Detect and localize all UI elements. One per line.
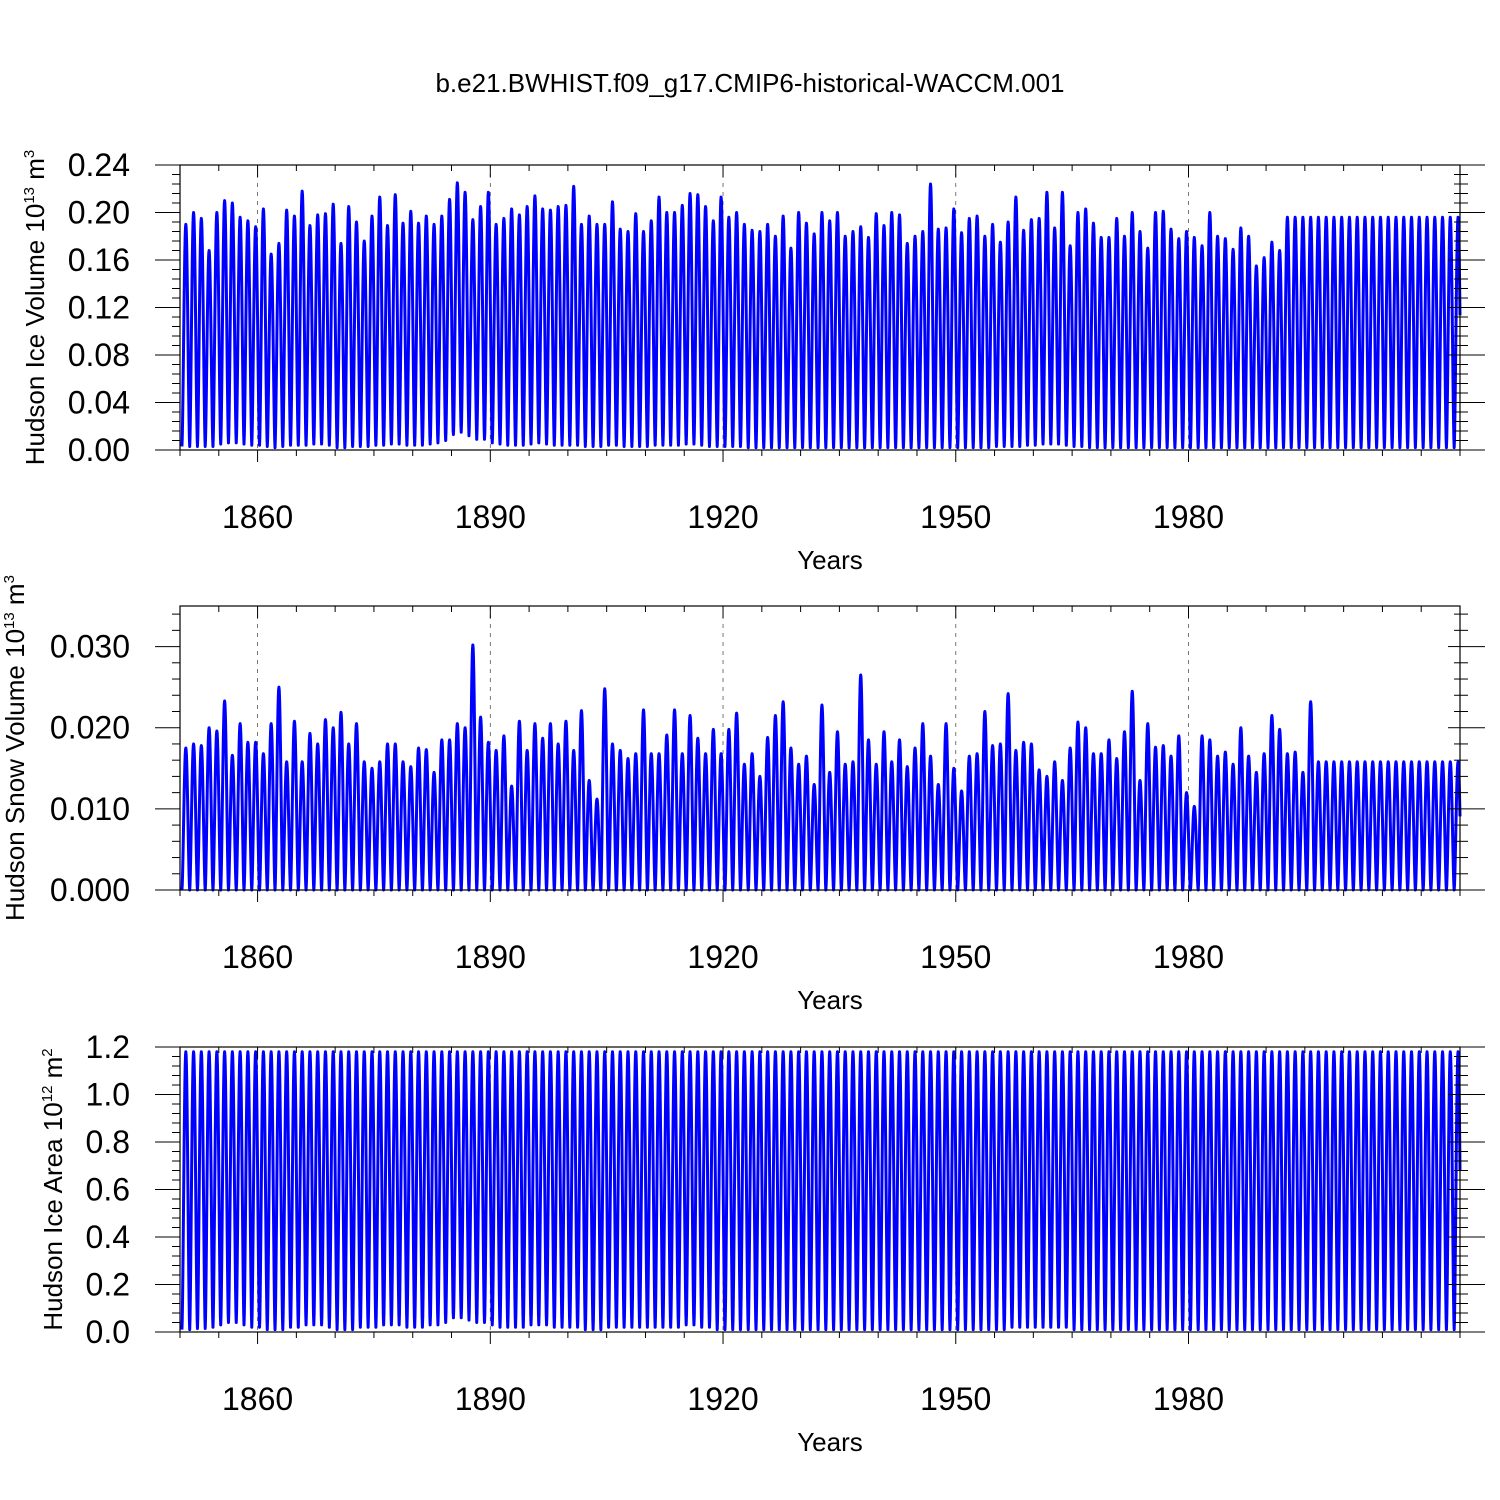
y-axis-label-text: Hudson Ice Volume 10 <box>20 204 50 466</box>
y-axis-label-text: m <box>38 1057 68 1086</box>
y-tick-label: 0.12 <box>68 290 130 326</box>
x-tick-label: 1980 <box>1153 1381 1224 1417</box>
y-axis-label-text: Hudson Snow Volume 10 <box>0 629 30 921</box>
x-tick-label: 1890 <box>455 939 526 975</box>
x-tick-label: 1950 <box>920 499 991 535</box>
y-tick-label: 0.08 <box>68 337 130 373</box>
y-tick-label: 0.020 <box>50 710 130 746</box>
y-tick-label: 0.04 <box>68 385 130 421</box>
x-tick-label: 1980 <box>1153 939 1224 975</box>
y-axis-label: Hudson Snow Volume 1013 m3 <box>0 575 30 921</box>
y-axis-label-superscript: 3 <box>21 150 38 158</box>
panel-3: 1860 1890 1920 1950 1980 Years 0.0 0.2 0.4 0.6 0.8… <box>38 1029 1485 1457</box>
y-axis-label-text: Hudson Ice Area 10 <box>38 1102 68 1330</box>
x-tick-label: 1890 <box>455 499 526 535</box>
y-tick-label: 0.000 <box>50 872 130 908</box>
y-axis-label-text: m <box>20 158 50 187</box>
x-axis-label: Years <box>797 545 863 575</box>
x-tick-label: 1860 <box>222 1381 293 1417</box>
y-tick-label: 0.030 <box>50 629 130 665</box>
y-tick-label: 0.16 <box>68 242 130 278</box>
x-tick-label: 1920 <box>687 939 758 975</box>
y-axis-label-superscript: 12 <box>39 1086 56 1103</box>
x-tick-label: 1860 <box>222 499 293 535</box>
y-axis-label-superscript: 13 <box>1 612 18 629</box>
x-tick-label: 1920 <box>687 499 758 535</box>
x-axis-label: Years <box>797 1427 863 1457</box>
y-axis-label-text: m <box>0 583 30 612</box>
y-tick-label: 0.2 <box>86 1267 130 1303</box>
x-tick-label: 1860 <box>222 939 293 975</box>
chart-title: b.e21.BWHIST.f09_g17.CMIP6-historical-WA… <box>435 68 1064 98</box>
x-axis-label: Years <box>797 985 863 1015</box>
y-tick-label: 0.4 <box>86 1219 130 1255</box>
x-tick-label: 1950 <box>920 939 991 975</box>
y-tick-label: 1.0 <box>86 1077 130 1113</box>
series-line <box>180 181 1462 450</box>
y-tick-label: 0.010 <box>50 791 130 827</box>
y-axis-label-superscript: 2 <box>39 1048 56 1056</box>
y-axis-label-superscript: 3 <box>1 575 18 583</box>
y-tick-label: 1.2 <box>86 1029 130 1065</box>
y-tick-label: 0.8 <box>86 1124 130 1160</box>
panel-2: 1860 1890 1920 1950 1980 Years 0.000 0.010 0.020… <box>0 575 1485 1015</box>
y-axis-label: Hudson Ice Volume 1013 m3 <box>20 150 50 466</box>
panel-1: 1860 1890 1920 1950 1980 Years 0.00 0.04 0.08 0.1… <box>20 147 1485 575</box>
y-tick-label: 0.6 <box>86 1172 130 1208</box>
x-tick-label: 1920 <box>687 1381 758 1417</box>
y-tick-label: 0.00 <box>68 432 130 468</box>
y-axis-label: Hudson Ice Area 1012 m2 <box>38 1048 68 1330</box>
plot-frame <box>179 605 1461 891</box>
series-line <box>180 1050 1462 1332</box>
panels: 1860 1890 1920 1950 1980 Years 0.00 0.04 0.08 0.1… <box>0 147 1485 1457</box>
y-axis-label-superscript: 13 <box>21 187 38 204</box>
x-tick-label: 1950 <box>920 1381 991 1417</box>
series-line <box>180 643 1462 892</box>
y-tick-label: 0.24 <box>68 147 130 183</box>
y-tick-label: 0.20 <box>68 195 130 231</box>
y-tick-label: 0.0 <box>86 1314 130 1350</box>
x-tick-label: 1890 <box>455 1381 526 1417</box>
x-tick-label: 1980 <box>1153 499 1224 535</box>
